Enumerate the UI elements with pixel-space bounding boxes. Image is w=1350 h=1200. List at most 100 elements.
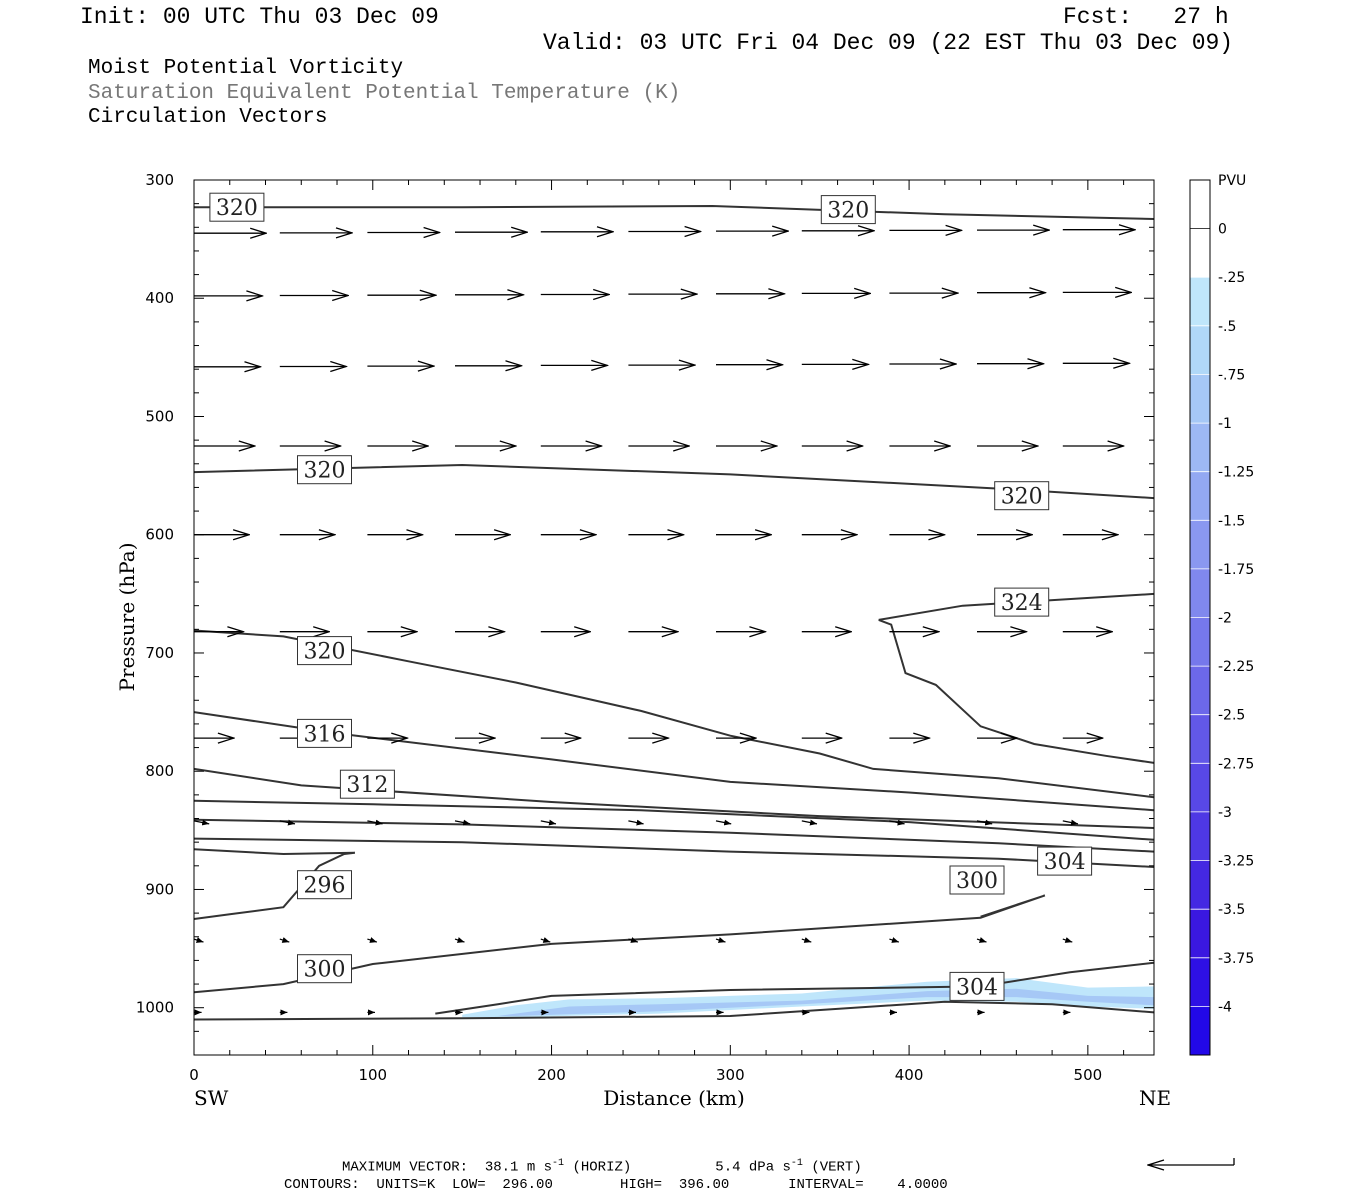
contour-304-12 [435,961,1154,1015]
contour-label-7: 312 [346,773,388,798]
y-tick-label-400: 400 [145,289,174,307]
colorbar-level-9: -2.25 [1218,659,1254,675]
vector-r8-c9 [976,937,987,943]
colorbar-level-5: -1.25 [1218,465,1254,481]
y-tick-label-800: 800 [145,762,174,780]
init-time: Init: 00 UTC Thu 03 Dec 09 [80,4,439,30]
colorbar-segment-9 [1190,617,1210,667]
colorbar-segment-4 [1190,374,1210,424]
vector-r7-c2 [367,819,383,826]
colorbar-level-0: 0 [1218,222,1227,238]
contour-320-0 [194,204,1154,220]
colorbar-segment-15 [1190,909,1210,958]
contour-label-box-12 [949,971,1005,1001]
contour-label-3: 320 [1001,485,1043,510]
colorbar-level-7: -1.75 [1218,562,1254,578]
x-tick-label-100: 100 [358,1066,387,1084]
y-tick-label-900: 900 [145,880,174,898]
colorbar-level-13: -3.25 [1218,854,1254,870]
colorbar-segment-16 [1190,957,1210,1007]
forecast-hour: Fcst: 27 h [1063,4,1229,30]
max-vector-sup2: -1 [790,1158,803,1169]
contour-label-1: 320 [827,199,869,224]
contour-label-box-3 [994,481,1050,511]
colorbar-segment-12 [1190,763,1210,812]
vector-r8-c4 [540,937,551,943]
circulation-vectors [194,230,1135,1016]
vector-r8-c0 [194,937,204,943]
vector-r7-c4 [540,819,557,826]
y-tick-label-1000: 1000 [136,999,174,1017]
colorbar-segment-3 [1190,325,1210,375]
x-axis-label: Distance (km) [603,1086,745,1110]
colorbar-segment-14 [1190,860,1210,910]
colorbar-level-2: -.5 [1218,319,1236,335]
colorbar-level-1: -.25 [1218,270,1245,286]
colorbar-level-8: -2 [1218,611,1232,627]
contour-label-box-4 [994,587,1050,617]
contour-label-12: 304 [956,975,998,1000]
contour-label-box-8 [1037,846,1093,876]
y-tick-label-300: 300 [145,171,174,189]
colorbar-segment-0 [1190,180,1210,229]
colorbar-level-11: -2.75 [1218,756,1254,772]
vector-r8-c6 [715,937,726,943]
contour-306-8 [194,818,1154,853]
vector-r7-c7 [801,819,818,826]
contour-label-4: 324 [1001,591,1043,616]
colorbar-segment-5 [1190,423,1210,472]
max-vector-mid: (HORIZ) 5.4 dPa s [564,1159,791,1176]
colorbar-segment-1 [1190,228,1210,278]
contour-label-box-5 [297,636,352,666]
endpoint-ne: NE [1139,1086,1171,1110]
plot-frame [193,179,1155,1056]
colorbar-level-4: -1 [1218,416,1232,432]
vector-r7-c0 [194,819,210,826]
title-vectors: Circulation Vectors [88,106,328,129]
vector-r7-c9 [976,819,993,826]
vector-r7-c5 [628,819,644,826]
x-tick-label-400: 400 [895,1066,924,1084]
contour-label-box-0 [209,192,265,222]
contour-label-8: 304 [1044,850,1086,875]
contour-label-box-11 [297,954,352,984]
contour-320-1 [194,463,1154,500]
contour-296-13 [194,1000,1154,1021]
vector-r7-c8 [889,819,905,826]
y-tick-label-600: 600 [145,526,174,544]
colorbar-segment-6 [1190,471,1210,521]
contour-label-box-9 [297,870,352,900]
vector-r8-c2 [367,937,378,943]
valid-time: Valid: 03 UTC Fri 04 Dec 09 (22 EST Thu … [543,30,1234,56]
max-vector-prefix: MAXIMUM VECTOR: 38.1 m s [342,1159,553,1176]
colorbar-segment-13 [1190,811,1210,861]
y-tick-label-500: 500 [145,407,174,425]
max-vector-info: MAXIMUM VECTOR: 38.1 m s -1 (HORIZ) 5.4 d… [342,1158,862,1176]
vector-r8-c8 [889,937,900,943]
contours-info: CONTOURS: UNITS=K LOW= 296.00 HIGH= 396.… [284,1177,948,1193]
vector-r8-c5 [628,937,639,943]
vector-r7-c6 [715,819,732,826]
contour-label-5: 320 [304,640,346,665]
vector-r7-c3 [454,819,471,826]
colorbar-level-3: -.75 [1218,367,1245,383]
contour-label-box-2 [297,455,352,485]
x-tick-label-200: 200 [537,1066,566,1084]
contour-label-11: 300 [304,958,346,983]
contour-label-2: 320 [304,459,346,484]
colorbar-level-15: -3.75 [1218,951,1254,967]
vector-r8-c1 [279,937,290,943]
x-tick-label-500: 500 [1074,1066,1103,1084]
colorbar: 0 -.25 -.5 -.75 -1 -1.25 -1.5 -1.75 -2 -2.25 -2.5 -… [1189,179,1254,1056]
contour-label-box-7 [339,769,395,799]
colorbar-unit: PVU [1218,173,1246,189]
colorbar-segment-8 [1190,568,1210,618]
x-tick-label-300: 300 [716,1066,745,1084]
contour-label-6: 316 [304,722,346,747]
colorbar-segment-7 [1190,520,1210,569]
contour-label-box-1 [820,195,876,225]
contour-label-10: 300 [956,869,998,894]
colorbar-segment-10 [1190,666,1210,715]
max-vector-suffix: (VERT) [802,1159,862,1176]
contour-312-6 [194,767,1154,829]
